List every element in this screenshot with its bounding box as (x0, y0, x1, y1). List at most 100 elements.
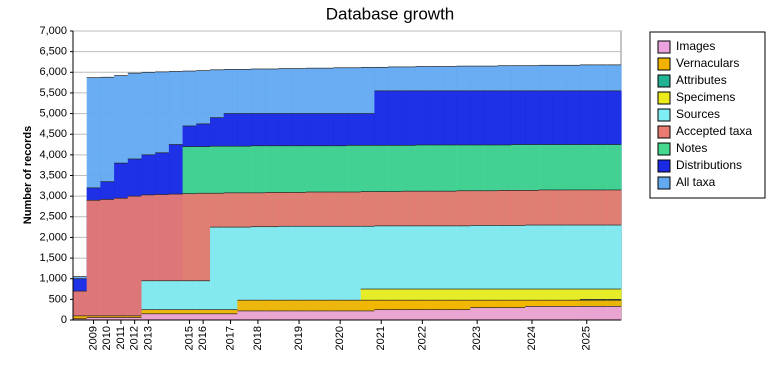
area-step (278, 226, 293, 320)
y-tick-label: 2,000 (39, 231, 67, 243)
area-step (347, 310, 362, 320)
area-step (237, 227, 252, 320)
x-tick-label: 2021 (375, 326, 387, 350)
x-tick-label: 2011 (115, 326, 127, 350)
area-step (305, 226, 321, 320)
area-step (442, 309, 458, 320)
y-tick-label: 3,000 (39, 190, 67, 202)
area-step (251, 310, 266, 320)
area-step (86, 317, 101, 320)
x-tick-label: 2022 (416, 326, 428, 350)
area-step (360, 310, 375, 320)
area-step (86, 200, 101, 320)
area-step (264, 310, 280, 320)
area-step (73, 291, 88, 320)
y-tick-label: 4,500 (39, 128, 67, 140)
area-step (319, 310, 334, 320)
x-tick-label: 2016 (197, 326, 209, 350)
y-tick-label: 7,000 (39, 25, 67, 37)
legend-swatch (657, 40, 671, 54)
area-step (456, 309, 471, 320)
legend-label: Accepted taxa (676, 124, 752, 138)
y-tick-label: 6,000 (39, 66, 67, 78)
area-step (223, 313, 238, 320)
y-tick-label: 4,000 (39, 149, 67, 161)
legend-swatch (657, 57, 671, 71)
area-step (415, 309, 430, 320)
x-tick-label: 2012 (129, 326, 141, 350)
legend-swatch (657, 91, 671, 105)
area-step (429, 309, 444, 320)
y-tick-label: 5,500 (39, 87, 67, 99)
y-tick-label: 0 (61, 314, 67, 326)
y-tick-label: 2,500 (39, 211, 67, 223)
area-step (210, 227, 225, 320)
chart-title: Database growth (326, 4, 455, 23)
area-step (223, 227, 238, 320)
x-tick-label: 2020 (334, 326, 346, 350)
area-step (100, 199, 115, 320)
area-step (292, 226, 307, 320)
y-tick-label: 6,500 (39, 46, 67, 58)
legend-label: Images (676, 39, 715, 53)
area-step (579, 306, 595, 320)
area-step (251, 226, 266, 320)
area-step (127, 317, 143, 320)
area-step (264, 226, 280, 320)
area-step (511, 307, 526, 320)
y-tick-label: 500 (49, 293, 67, 305)
area-step (333, 310, 348, 320)
area-step (73, 318, 88, 320)
area-step (114, 198, 129, 320)
legend-swatch (657, 176, 671, 190)
area-step (73, 315, 88, 320)
y-tick-label: 3,500 (39, 169, 67, 181)
legend-swatch (657, 74, 671, 88)
x-tick-label: 2023 (471, 326, 483, 350)
area-step (593, 306, 608, 320)
area-step (210, 313, 225, 320)
x-tick-label: 2025 (581, 326, 593, 350)
legend-label: Notes (676, 141, 707, 155)
x-tick-label: 2015 (183, 326, 195, 350)
x-tick-label: 2024 (526, 326, 538, 350)
area-step (196, 313, 211, 320)
area-step (401, 309, 417, 320)
legend-label: Sources (676, 107, 720, 121)
area-step (305, 310, 321, 320)
area-step (237, 310, 252, 320)
area-step (114, 317, 129, 320)
area-step (141, 313, 156, 320)
area-step (278, 310, 293, 320)
y-tick-label: 1,000 (39, 273, 67, 285)
x-tick-label: 2017 (224, 326, 236, 350)
y-tick-label: 5,000 (39, 107, 67, 119)
legend-label: All taxa (676, 175, 716, 189)
area-step (100, 317, 115, 320)
area-step (484, 307, 499, 320)
legend-label: Vernaculars (676, 56, 739, 70)
area-step (374, 309, 389, 320)
area-step (525, 306, 540, 320)
x-tick-label: 2019 (293, 326, 305, 350)
area-step (388, 309, 403, 320)
x-tick-label: 2018 (252, 326, 264, 350)
legend-label: Attributes (676, 73, 727, 87)
area-step (333, 226, 348, 320)
x-tick-label: 2009 (87, 326, 99, 350)
area-step (347, 226, 362, 320)
y-tick-label: 1,500 (39, 252, 67, 264)
legend-label: Specimens (676, 90, 735, 104)
legend-swatch (657, 108, 671, 122)
legend-swatch (657, 142, 671, 156)
legend-swatch (657, 159, 671, 173)
area-step (552, 306, 567, 320)
legend-swatch (657, 125, 671, 139)
area-step (168, 313, 184, 320)
area-step (127, 196, 143, 320)
area-step (497, 307, 512, 320)
y-axis-title: Number of records (22, 126, 34, 224)
x-tick-label: 2010 (101, 326, 113, 350)
area-step (319, 226, 334, 320)
